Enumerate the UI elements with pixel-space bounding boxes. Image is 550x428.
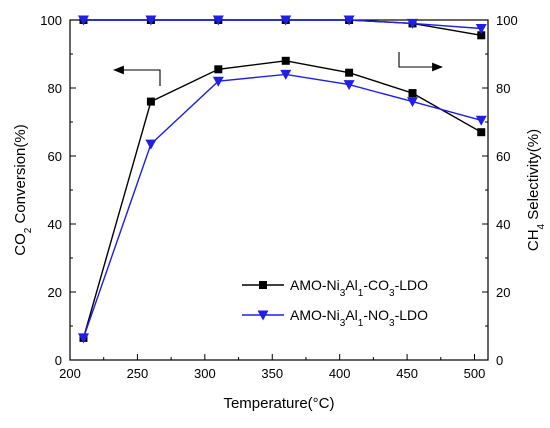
x-axis-label: Temperature(°C) <box>223 395 334 412</box>
selectivity-point <box>477 31 486 40</box>
x-tick-label: 300 <box>194 366 216 381</box>
y-right-tick-label: 0 <box>496 353 503 368</box>
x-tick-label: 500 <box>464 366 486 381</box>
x-tick-label: 350 <box>261 366 283 381</box>
y-right-tick-label: 80 <box>496 81 510 96</box>
series-layer <box>77 15 487 344</box>
x-tick-label: 450 <box>396 366 418 381</box>
y-right-tick-label: 100 <box>496 13 518 28</box>
legend-item-2: AMO-Ni3Al1-NO3-LDO <box>242 307 428 329</box>
conversion-point <box>214 65 223 74</box>
y-left-tick-label: 0 <box>55 353 62 368</box>
selectivity-point <box>280 15 292 26</box>
annotations <box>112 52 444 86</box>
x-tick-label: 250 <box>127 366 149 381</box>
conversion-point <box>343 80 355 91</box>
selectivity-point <box>212 15 224 26</box>
y-left-tick-label: 20 <box>48 285 62 300</box>
y-right-axis-label: CH4 Selectivity(%) <box>525 129 547 251</box>
legend: AMO-Ni3Al1-CO3-LDO AMO-Ni3Al1-NO3-LDO <box>242 277 428 329</box>
axes: 200 250 300 350 400 450 500 0 20 40 60 80 100 0 20 40 60… <box>12 13 547 412</box>
legend-item-1: AMO-Ni3Al1-CO3-LDO <box>242 277 428 299</box>
conversion-line <box>82 60 482 339</box>
selectivity-point <box>475 24 487 34</box>
y-right-tick-label: 60 <box>496 149 510 164</box>
selectivity-point <box>406 18 418 29</box>
selectivity-point <box>343 15 355 26</box>
selectivity-point <box>77 15 89 26</box>
legend-label: AMO-Ni3Al1-CO3-LDO <box>290 277 428 299</box>
legend-label: AMO-Ni3Al1-NO3-LDO <box>290 307 428 329</box>
conversion-point <box>212 76 224 87</box>
conversion-point <box>77 333 89 344</box>
right-axis-arrow <box>398 52 444 72</box>
x-tick-label: 400 <box>329 366 351 381</box>
legend-marker <box>257 310 269 321</box>
selectivity-point <box>145 15 157 26</box>
y-left-axis-label: CO2 Conversion(%) <box>12 124 34 255</box>
y-right-tick-label: 40 <box>496 217 510 232</box>
x-tick-label: 200 <box>59 366 81 381</box>
conversion-point <box>406 97 418 108</box>
y-left-tick-label: 40 <box>48 217 62 232</box>
conversion-point <box>475 115 487 126</box>
series-2 <box>77 15 487 344</box>
y-left-tick-label: 60 <box>48 149 62 164</box>
conversion-point <box>146 97 155 106</box>
series-1 <box>79 16 486 342</box>
conversion-point <box>280 69 292 80</box>
legend-marker <box>259 281 267 289</box>
y-left-tick-label: 100 <box>40 13 62 28</box>
conversion-point <box>281 56 290 65</box>
conversion-line <box>82 73 482 339</box>
conversion-point <box>145 139 157 150</box>
conversion-point <box>477 128 486 137</box>
conversion-point <box>408 89 417 98</box>
left-axis-arrow <box>112 65 161 86</box>
y-right-tick-label: 20 <box>496 285 510 300</box>
y-left-tick-label: 80 <box>48 81 62 96</box>
conversion-point <box>345 68 354 77</box>
